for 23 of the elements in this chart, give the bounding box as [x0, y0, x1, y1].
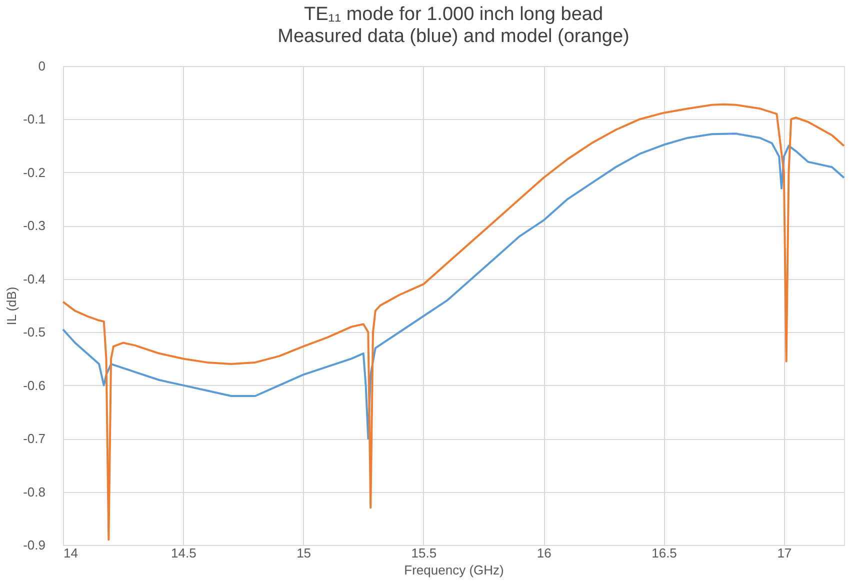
- x-tick-label: 15: [296, 546, 312, 560]
- chart-subtitle: Measured data (blue) and model (orange): [278, 26, 630, 47]
- y-axis-title: IL (dB): [4, 286, 20, 326]
- y-tick-label: 0: [38, 58, 46, 74]
- x-axis-title: Frequency (GHz): [404, 562, 504, 578]
- x-tick-label: 17: [777, 546, 792, 560]
- x-tick-label: 15.5: [411, 546, 437, 560]
- y-tick-label: -0.4: [23, 271, 46, 286]
- line-series: [62, 132, 845, 440]
- x-tick-label: 14: [64, 546, 78, 560]
- y-tick-label: -0.2: [23, 164, 46, 180]
- y-tick-label: -0.7: [23, 431, 46, 446]
- x-tick-label: 14.5: [171, 546, 196, 560]
- y-tick-label: -0.5: [23, 324, 46, 340]
- x-tick-label: 16: [536, 546, 552, 560]
- x-tick-label: 16.5: [652, 546, 677, 560]
- chart-title: TE₁₁ mode for 1.000 inch long bead: [304, 4, 604, 25]
- y-tick-label: -0.3: [23, 218, 46, 234]
- y-tick-label: -0.1: [23, 112, 46, 127]
- y-tick-label: -0.6: [23, 378, 46, 393]
- y-tick-label: -0.8: [23, 484, 46, 500]
- line-series: [62, 103, 845, 541]
- y-tick-label: -0.9: [23, 538, 46, 552]
